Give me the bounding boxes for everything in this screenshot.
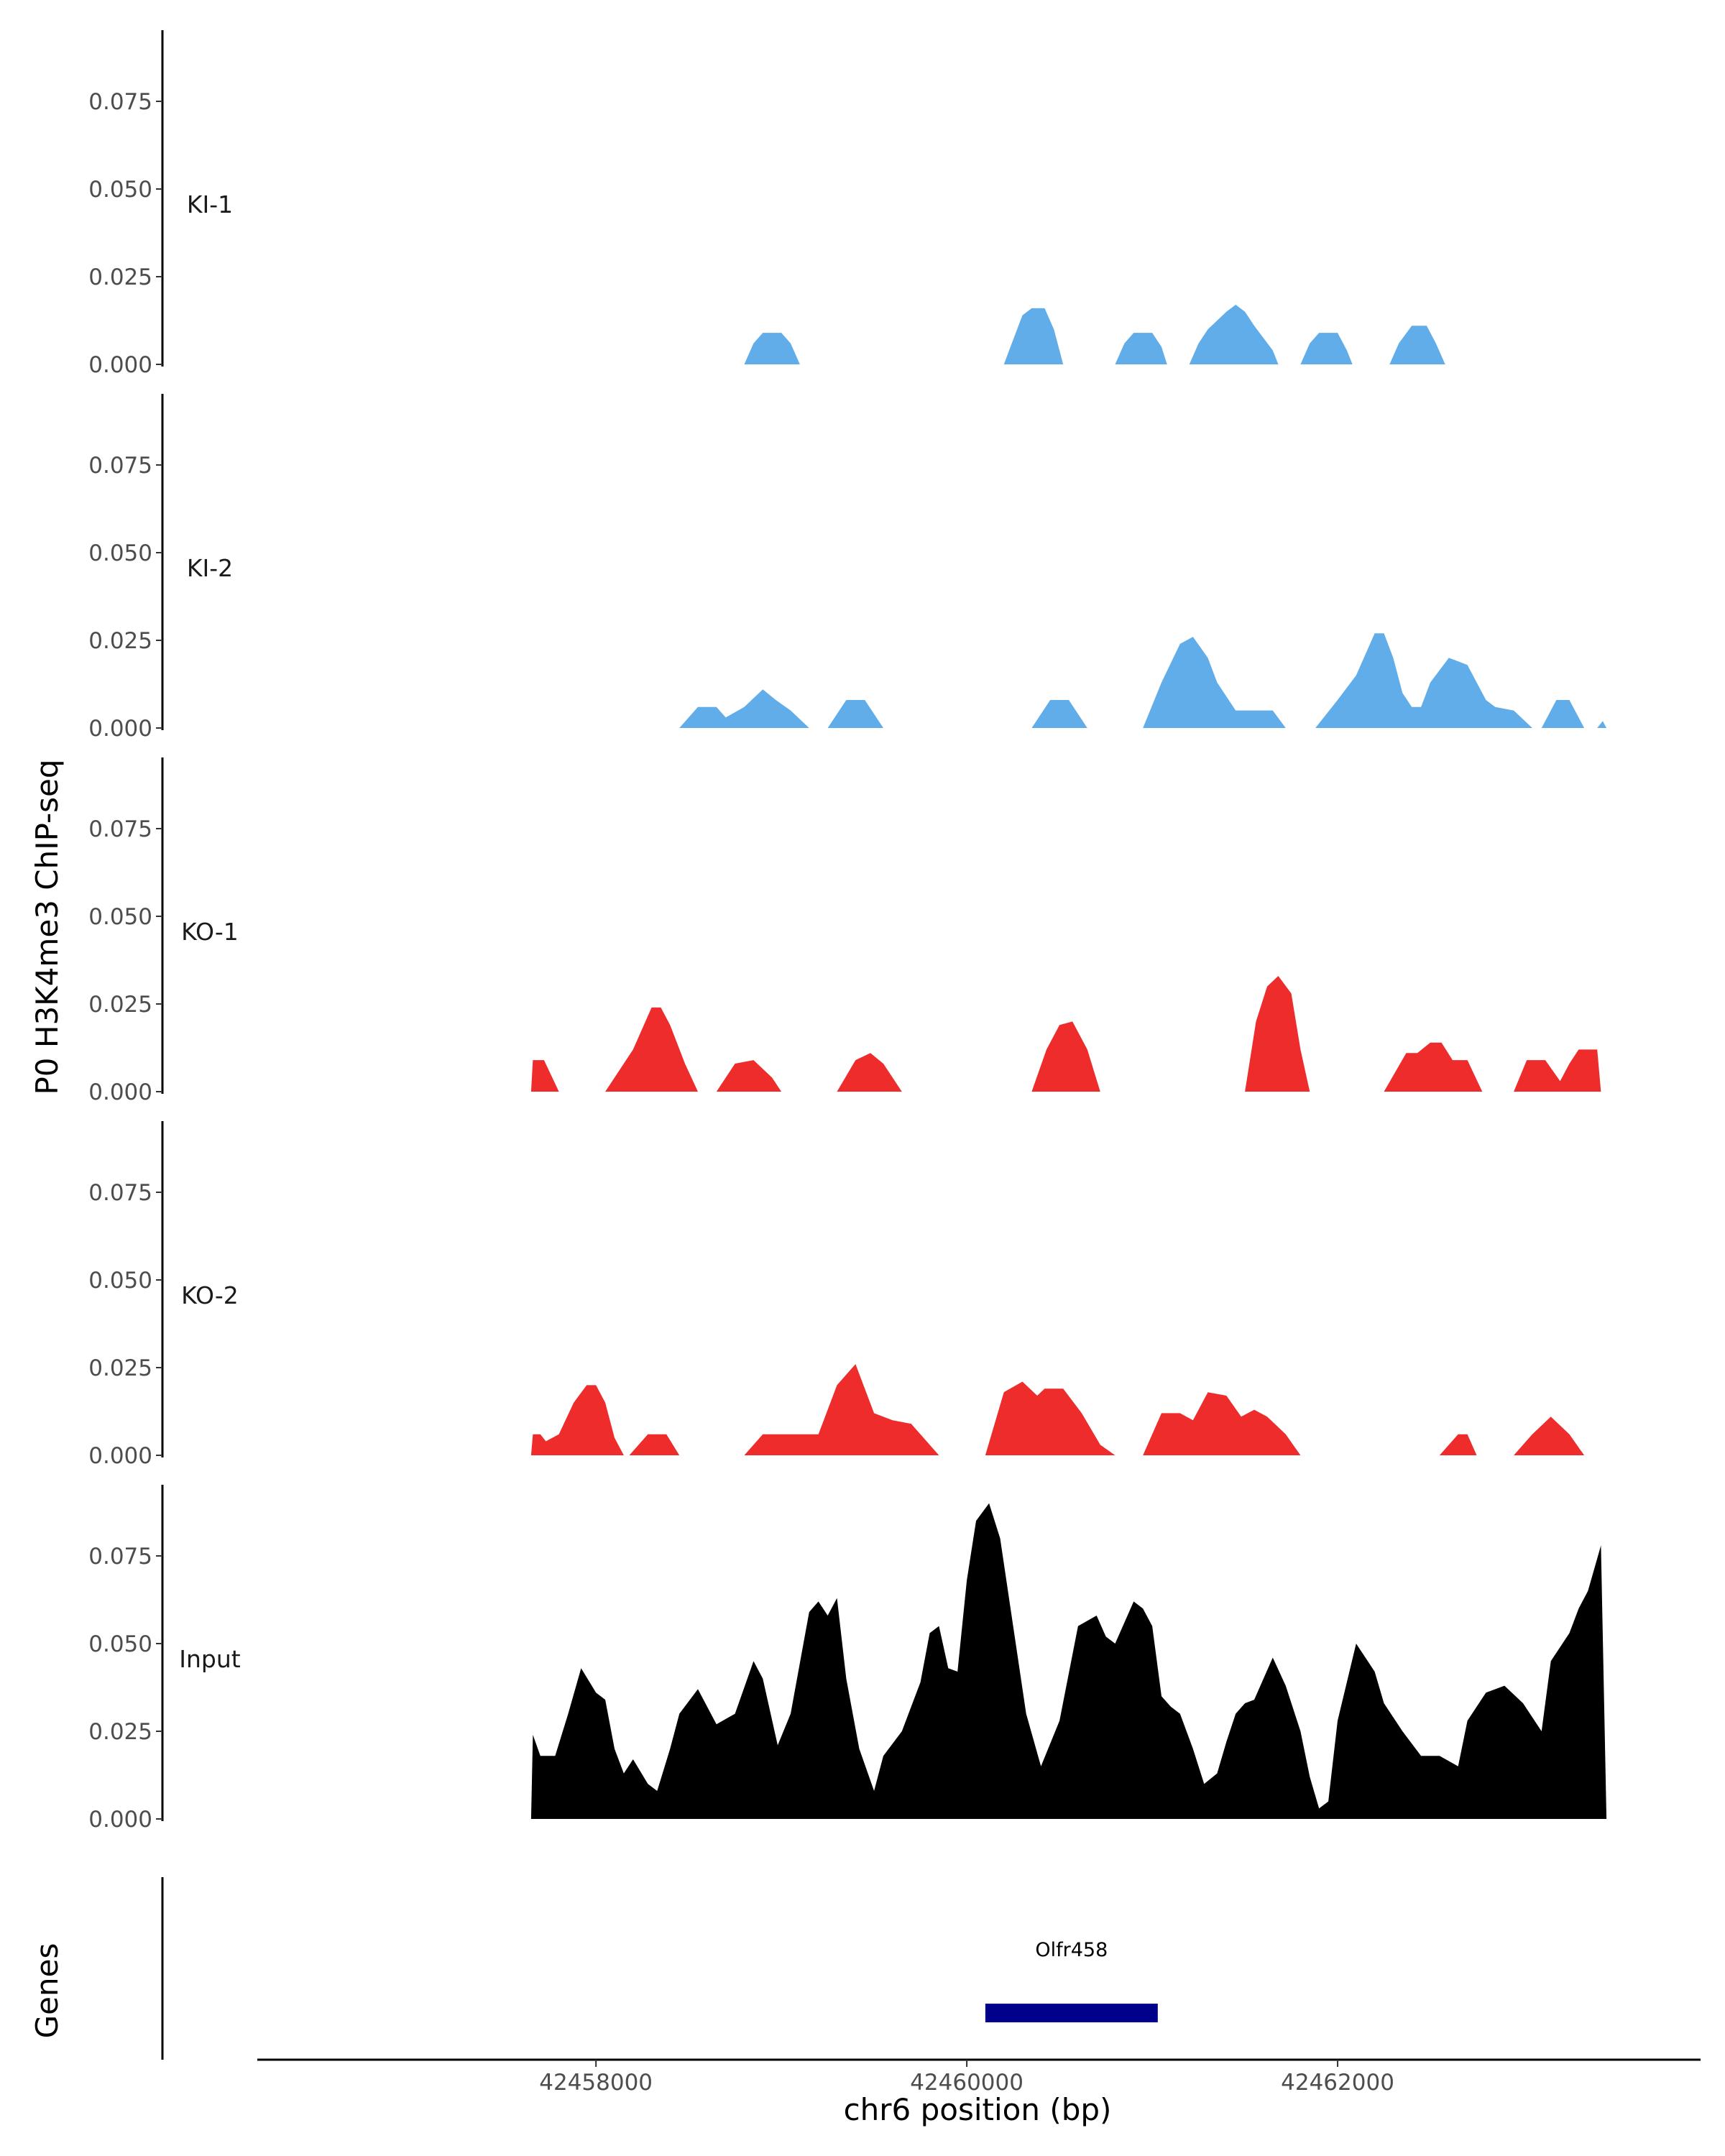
- x-axis-title: chr6 position (bp): [844, 2092, 1112, 2127]
- y-tick-label: 0.025: [88, 1719, 152, 1745]
- track-input: 0.000 0.025 0.050 0.075 Input: [88, 1485, 1607, 1833]
- y-tick-label: 0.050: [88, 177, 152, 203]
- track-label-ko-2: KO-2: [181, 1281, 239, 1309]
- y-tick-label: 0.050: [88, 540, 152, 566]
- y-tick-label: 0.075: [88, 453, 152, 479]
- track-ki-2: 0.000 0.025 0.050 0.075 KI-2: [88, 394, 1607, 742]
- y-tick-label: 0.075: [88, 1544, 152, 1570]
- y-tick-label: 0.000: [88, 1443, 152, 1469]
- y-tick-label: 0.025: [88, 992, 152, 1018]
- gene-olfr458: [985, 2004, 1158, 2022]
- signal-area-ki-2: [679, 633, 1607, 728]
- track-ki-1: 0.000 0.025 0.050 0.075 KI-1: [88, 30, 1445, 378]
- signal-area-ko-2: [530, 1364, 1585, 1455]
- y-tick-label: 0.000: [88, 1079, 152, 1105]
- y-axis-title: P0 H3K4me3 ChIP-seq: [29, 759, 65, 1095]
- x-tick-label: 42460000: [910, 2070, 1024, 2096]
- y-tick-label: 0.075: [88, 1180, 152, 1206]
- signal-area-ko-1: [530, 976, 1601, 1092]
- signal-area-ki-1: [744, 305, 1445, 364]
- track-label-ko-1: KO-1: [181, 918, 239, 946]
- tracks-layer: 0.0000.0250.0500.075KI-10.0000.0250.0500…: [88, 30, 1607, 1833]
- y-tick-label: 0.075: [88, 89, 152, 115]
- y-tick-label: 0.050: [88, 904, 152, 930]
- y-tick-label: 0.000: [88, 352, 152, 378]
- y-tick-label: 0.000: [88, 1807, 152, 1833]
- y-tick-label: 0.025: [88, 1355, 152, 1381]
- gene-label: Olfr458: [1035, 1939, 1108, 1961]
- y-tick-label: 0.000: [88, 716, 152, 742]
- y-tick-label: 0.075: [88, 816, 152, 842]
- y-tick-label: 0.050: [88, 1268, 152, 1294]
- signal-area-input: [530, 1503, 1607, 1819]
- y-tick-label: 0.025: [88, 628, 152, 654]
- genes-panel-title: Genes: [29, 1943, 65, 2039]
- track-label-ki-1: KI-1: [187, 190, 233, 218]
- y-tick-label: 0.050: [88, 1631, 152, 1657]
- track-label-input: Input: [179, 1645, 241, 1673]
- track-ko-2: 0.000 0.025 0.050 0.075 KO-2: [88, 1121, 1585, 1469]
- x-axis: 42458000 42460000 42462000: [257, 2058, 1701, 2096]
- x-tick-label: 42462000: [1281, 2070, 1394, 2096]
- y-tick-label: 0.025: [88, 264, 152, 290]
- x-tick-label: 42458000: [539, 2070, 653, 2096]
- track-ko-1: 0.000 0.025 0.050 0.075 KO-1: [88, 757, 1601, 1105]
- track-label-ki-2: KI-2: [187, 554, 233, 582]
- genes-panel: Olfr458: [161, 1877, 1158, 2060]
